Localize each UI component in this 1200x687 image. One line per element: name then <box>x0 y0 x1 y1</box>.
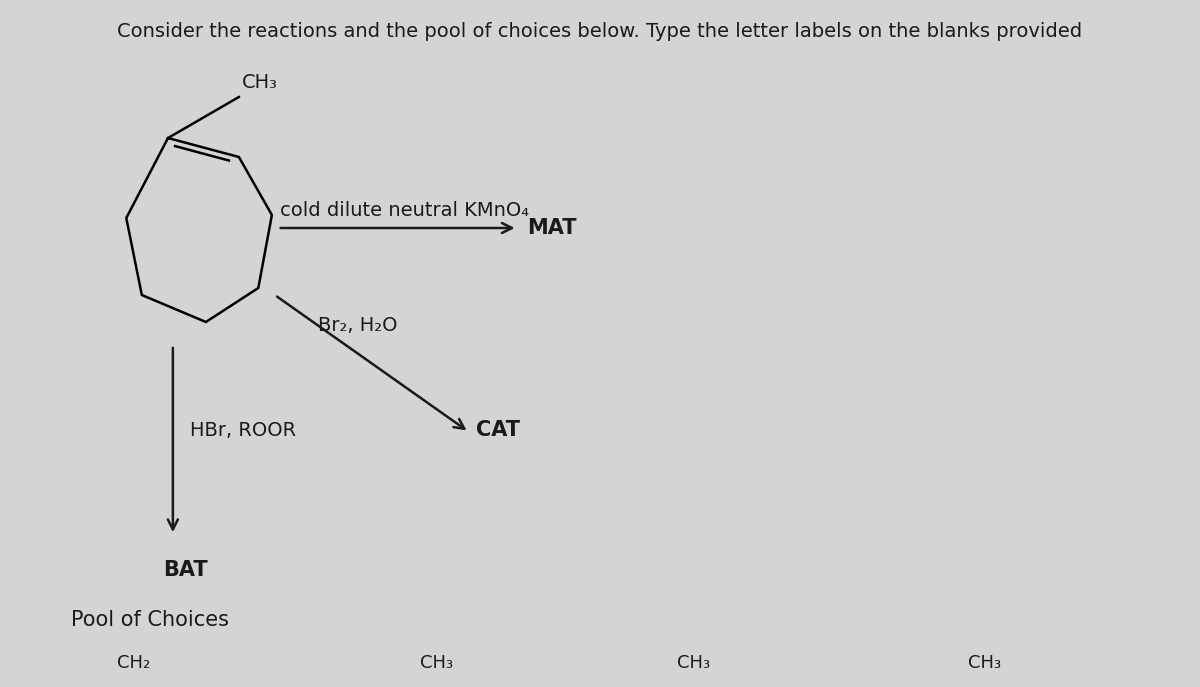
Text: CH₃: CH₃ <box>420 654 454 672</box>
Text: CAT: CAT <box>475 420 520 440</box>
Text: CH₃: CH₃ <box>242 73 277 92</box>
Text: CH₃: CH₃ <box>968 654 1001 672</box>
Text: cold dilute neutral KMnO₄: cold dilute neutral KMnO₄ <box>280 201 529 220</box>
Text: CH₂: CH₂ <box>118 654 151 672</box>
Text: MAT: MAT <box>527 218 577 238</box>
Text: CH₃: CH₃ <box>677 654 709 672</box>
Text: Br₂, H₂O: Br₂, H₂O <box>318 316 398 335</box>
Text: BAT: BAT <box>163 560 208 580</box>
Text: Pool of Choices: Pool of Choices <box>71 610 229 630</box>
Text: HBr, ROOR: HBr, ROOR <box>191 420 296 440</box>
Text: Consider the reactions and the pool of choices below. Type the letter labels on : Consider the reactions and the pool of c… <box>118 22 1082 41</box>
